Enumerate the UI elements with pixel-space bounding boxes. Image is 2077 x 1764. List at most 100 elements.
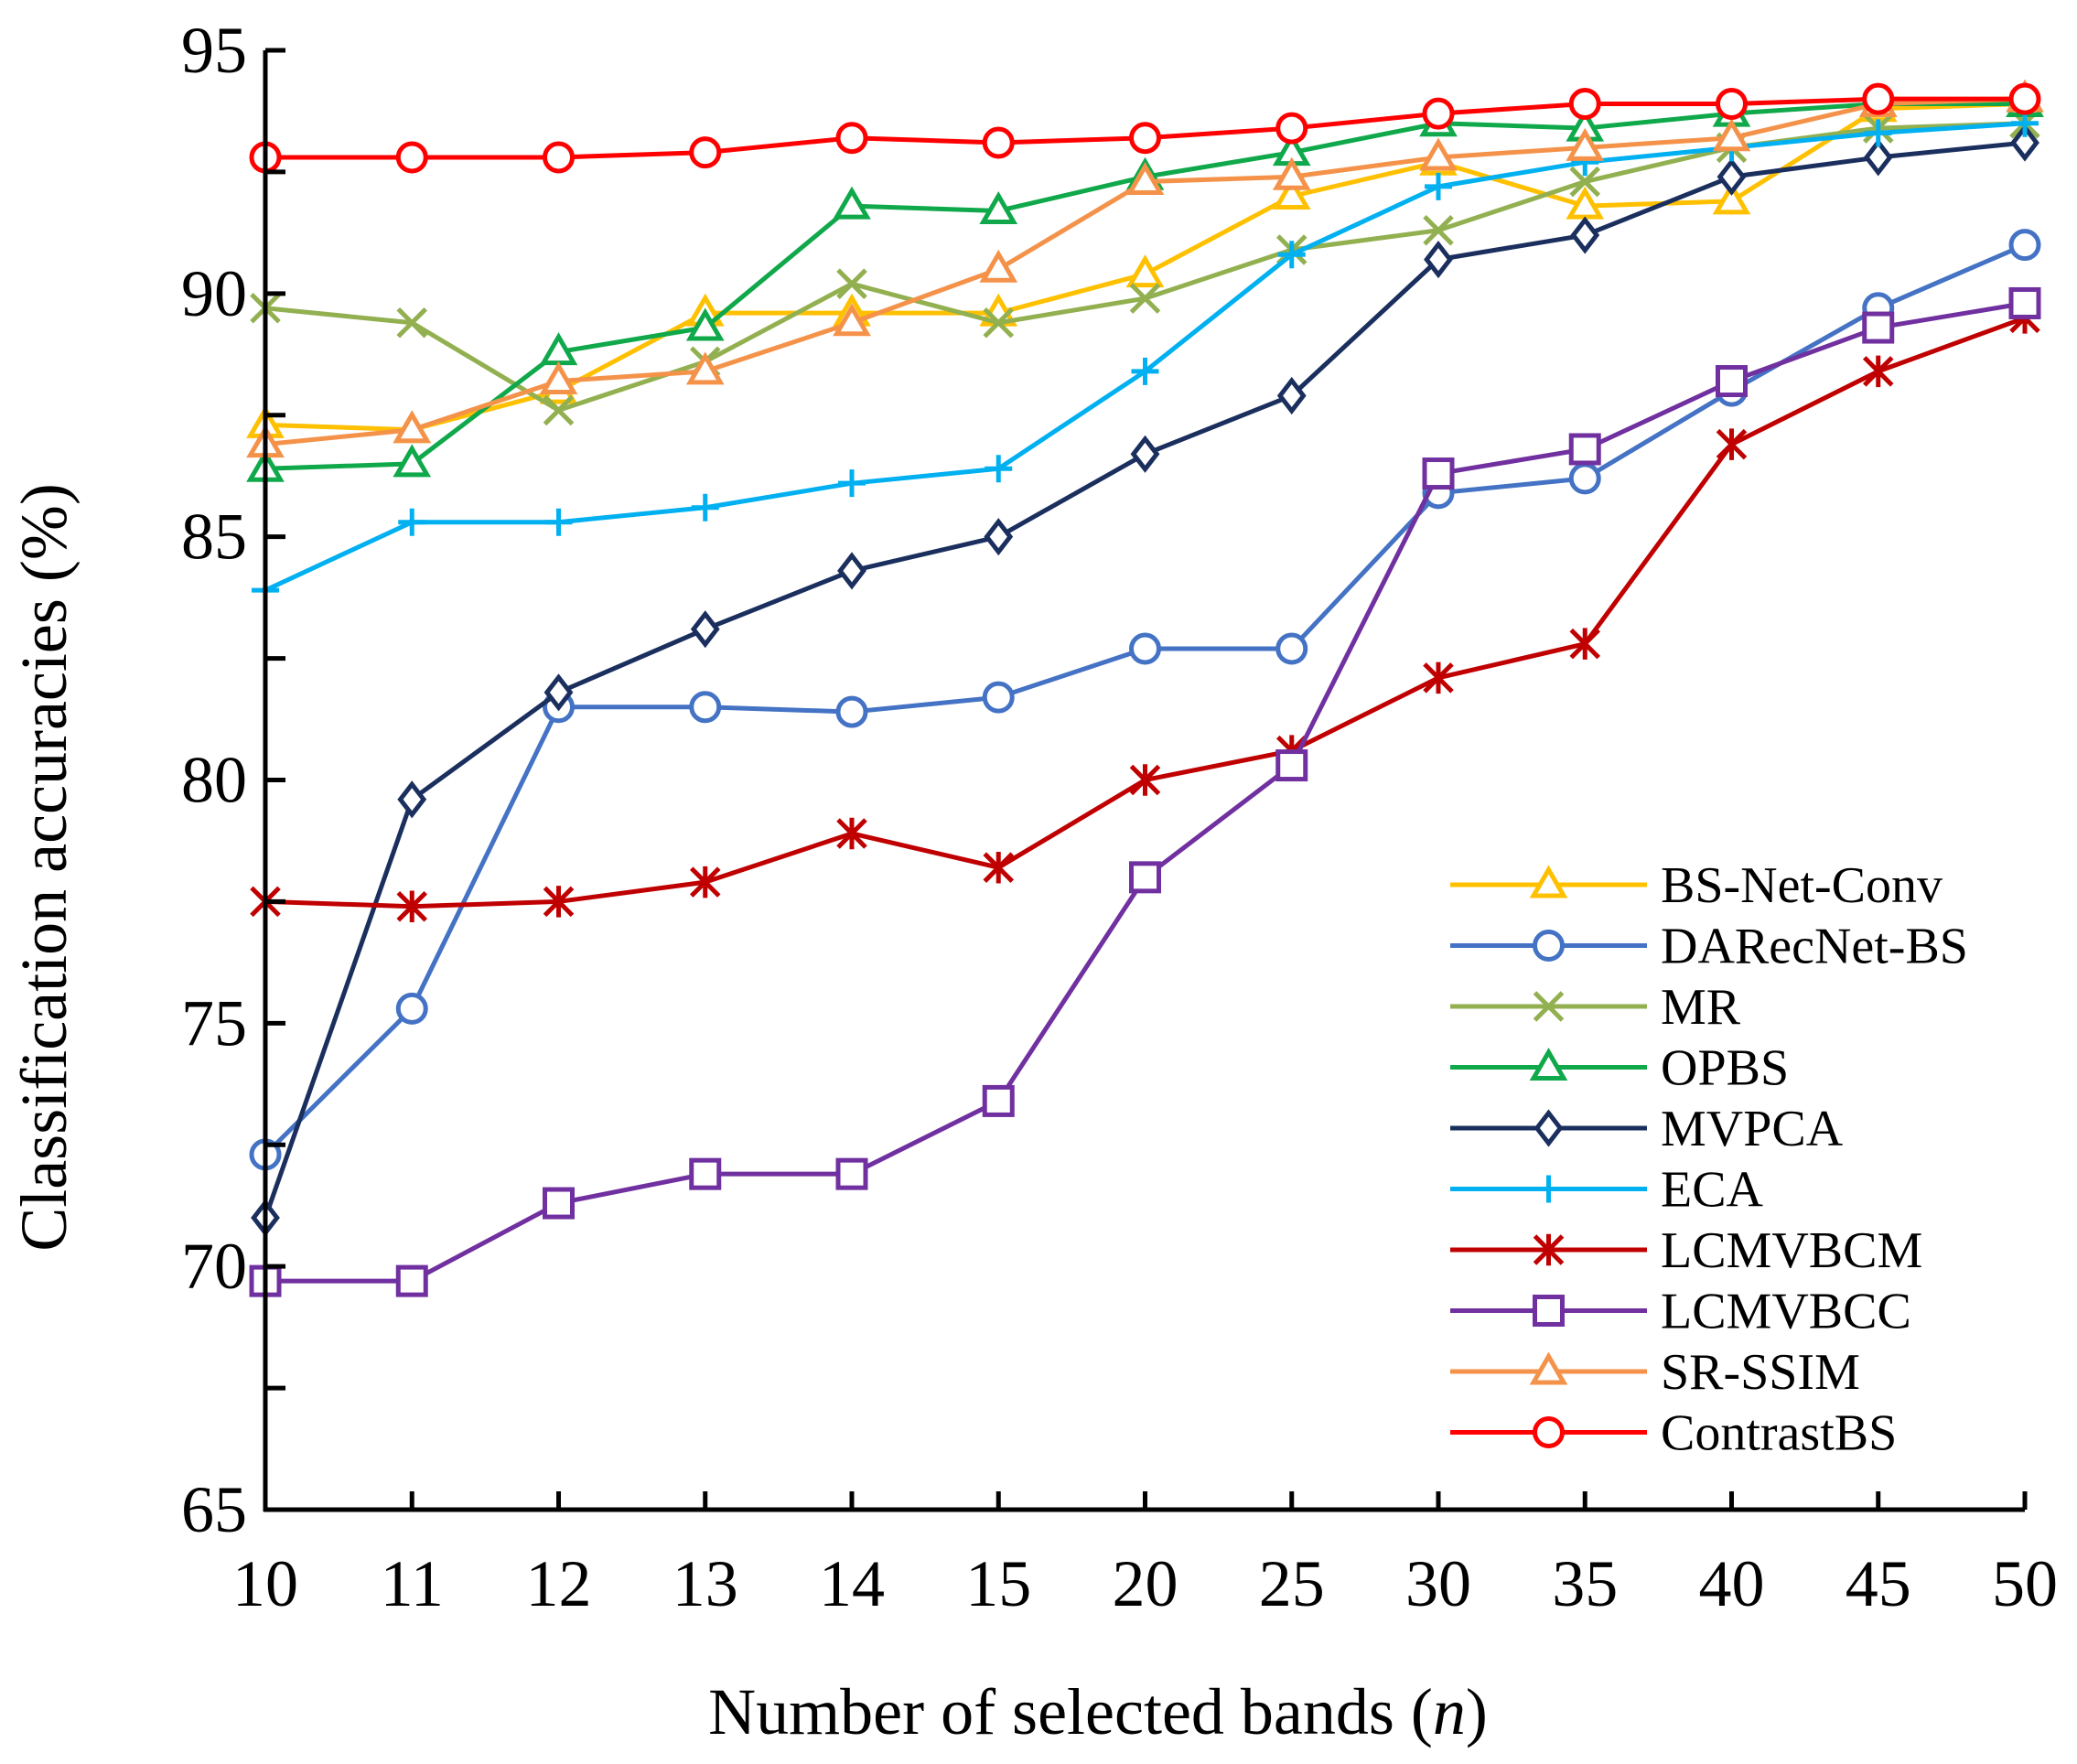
- legend-item-bs-net-conv: BS-Net-Conv: [1450, 857, 1942, 914]
- legend-marker-darecnet-bs: [1533, 930, 1565, 962]
- data-point-mr-15: [983, 307, 1015, 339]
- data-point-mvpca-40: [1716, 157, 1747, 196]
- data-point-contrastbs-45: [1862, 82, 1895, 115]
- data-point-lcmvbcm-12: [543, 886, 575, 918]
- x-axis-title: Number of selected bands (n): [708, 1675, 1488, 1748]
- data-point-darecnet-bs-35: [1568, 462, 1601, 495]
- x-tick-label: 12: [526, 1547, 592, 1620]
- data-point-mvpca-14: [837, 552, 866, 590]
- data-point-mvpca-25: [1276, 376, 1307, 415]
- series-lcmvbcc: [249, 286, 2041, 1297]
- data-point-lcmvbcm-45: [1862, 355, 1894, 388]
- legend-item-lcmvbcm: LCMVBCM: [1450, 1222, 1922, 1279]
- series-lcmvbcm: [250, 302, 2040, 922]
- data-point-lcmvbcm-30: [1423, 662, 1454, 694]
- data-point-mr-20: [1129, 283, 1161, 314]
- data-point-lcmvbcc-14: [835, 1157, 868, 1190]
- data-point-eca-20: [1131, 357, 1159, 385]
- y-tick-label: 70: [181, 1230, 247, 1303]
- series-contrastbs: [249, 82, 2041, 174]
- legend-marker-contrastbs: [1533, 1416, 1565, 1448]
- y-tick-label: 80: [181, 744, 247, 817]
- data-point-lcmvbcc-11: [395, 1264, 428, 1297]
- data-point-contrastbs-12: [543, 141, 575, 174]
- x-tick-label: 10: [232, 1547, 298, 1620]
- legend-item-contrastbs: ContrastBS: [1450, 1405, 1897, 1462]
- data-point-darecnet-bs-13: [689, 691, 722, 724]
- data-point-lcmvbcm-35: [1569, 628, 1601, 660]
- legend-marker-opbs: [1529, 1048, 1568, 1081]
- legend-item-eca: ECA: [1450, 1162, 1764, 1219]
- legend-item-mvpca: MVPCA: [1450, 1101, 1844, 1157]
- legend-marker-lcmvbcc: [1533, 1295, 1565, 1327]
- data-point-eca-14: [838, 469, 866, 498]
- data-point-mvpca-11: [397, 780, 427, 819]
- series-layer: [246, 79, 2044, 1297]
- y-tick-label: 95: [181, 14, 247, 87]
- legend-item-mr: MR: [1450, 979, 1741, 1036]
- x-tick-label: 50: [1992, 1547, 2058, 1620]
- data-point-sr-ssim-14: [833, 303, 871, 337]
- data-point-lcmvbcm-20: [1129, 764, 1161, 796]
- data-point-contrastbs-15: [982, 126, 1015, 159]
- data-point-mr-14: [836, 268, 867, 299]
- legend-item-opbs: OPBS: [1450, 1040, 1789, 1097]
- x-tick-label: 11: [381, 1547, 444, 1620]
- data-point-lcmvbcc-35: [1568, 433, 1601, 466]
- x-tick-label: 45: [1846, 1547, 1911, 1620]
- legend-label-mvpca: MVPCA: [1661, 1101, 1844, 1157]
- tick-labels: 65 70 75 80 85 90 95 10 11 12 13 14 15 20 25 30 35 40 45 50: [181, 14, 2058, 1620]
- series-mvpca: [251, 124, 2039, 1237]
- data-point-lcmvbcm-40: [1716, 428, 1748, 460]
- x-axis-paren-open: (: [1394, 1675, 1433, 1748]
- data-point-sr-ssim-20: [1125, 162, 1165, 196]
- legend-item-darecnet-bs: DARecNet-BS: [1450, 919, 1968, 975]
- data-point-eca-25: [1277, 241, 1306, 269]
- data-point-opbs-11: [393, 444, 432, 478]
- legend-label-lcmvbcc: LCMVBCC: [1661, 1284, 1911, 1340]
- data-point-mvpca-20: [1130, 435, 1160, 473]
- data-point-contrastbs-14: [835, 122, 868, 155]
- data-point-contrastbs-25: [1275, 112, 1308, 145]
- legend-label-eca: ECA: [1661, 1162, 1764, 1219]
- data-point-mr-35: [1569, 166, 1601, 198]
- y-axis-title: Classification accuracies (%): [7, 483, 81, 1252]
- legend: BS-Net-ConvDARecNet-BSMROPBSMVPCAECALCMV…: [1450, 857, 1968, 1462]
- legend-marker-lcmvbcm: [1533, 1233, 1565, 1266]
- data-point-mr-12: [543, 394, 575, 426]
- data-point-sr-ssim-30: [1419, 137, 1458, 171]
- legend-label-lcmvbcm: LCMVBCM: [1661, 1222, 1922, 1279]
- data-point-lcmvbcc-30: [1422, 457, 1455, 490]
- series-line-lcmvbcm: [264, 316, 2026, 909]
- data-point-mvpca-30: [1424, 241, 1453, 279]
- data-point-sr-ssim-15: [979, 249, 1018, 283]
- y-tick-label: 85: [181, 500, 247, 574]
- data-point-mvpca-50: [2010, 124, 2039, 162]
- data-point-darecnet-bs-15: [982, 681, 1015, 714]
- legend-label-darecnet-bs: DARecNet-BS: [1661, 919, 1968, 975]
- data-point-opbs-13: [685, 307, 725, 341]
- data-point-contrastbs-13: [689, 136, 722, 169]
- x-axis-title-text: Number of selected bands: [708, 1675, 1394, 1748]
- data-point-lcmvbcc-12: [543, 1187, 575, 1220]
- data-point-contrastbs-40: [1716, 87, 1748, 120]
- legend-item-lcmvbcc: LCMVBCC: [1450, 1284, 1911, 1340]
- x-tick-label: 40: [1699, 1547, 1765, 1620]
- data-point-contrastbs-11: [395, 141, 428, 174]
- x-tick-label: 30: [1405, 1547, 1471, 1620]
- data-point-mvpca-13: [690, 610, 720, 649]
- data-point-darecnet-bs-25: [1275, 632, 1308, 665]
- legend-marker-bs-net-conv: [1529, 865, 1568, 898]
- data-point-lcmvbcm-13: [689, 866, 721, 898]
- x-tick-label: 13: [673, 1547, 738, 1620]
- data-point-bs-net-conv-25: [1272, 177, 1311, 210]
- data-point-eca-11: [398, 508, 426, 536]
- data-point-lcmvbcc-15: [982, 1084, 1015, 1117]
- x-tick-label: 14: [819, 1547, 885, 1620]
- data-point-sr-ssim-12: [539, 361, 578, 395]
- legend-marker-eca: [1534, 1175, 1563, 1203]
- data-point-contrastbs-30: [1422, 97, 1455, 130]
- data-point-lcmvbcm-15: [983, 851, 1015, 884]
- legend-label-sr-ssim: SR-SSIM: [1661, 1344, 1860, 1401]
